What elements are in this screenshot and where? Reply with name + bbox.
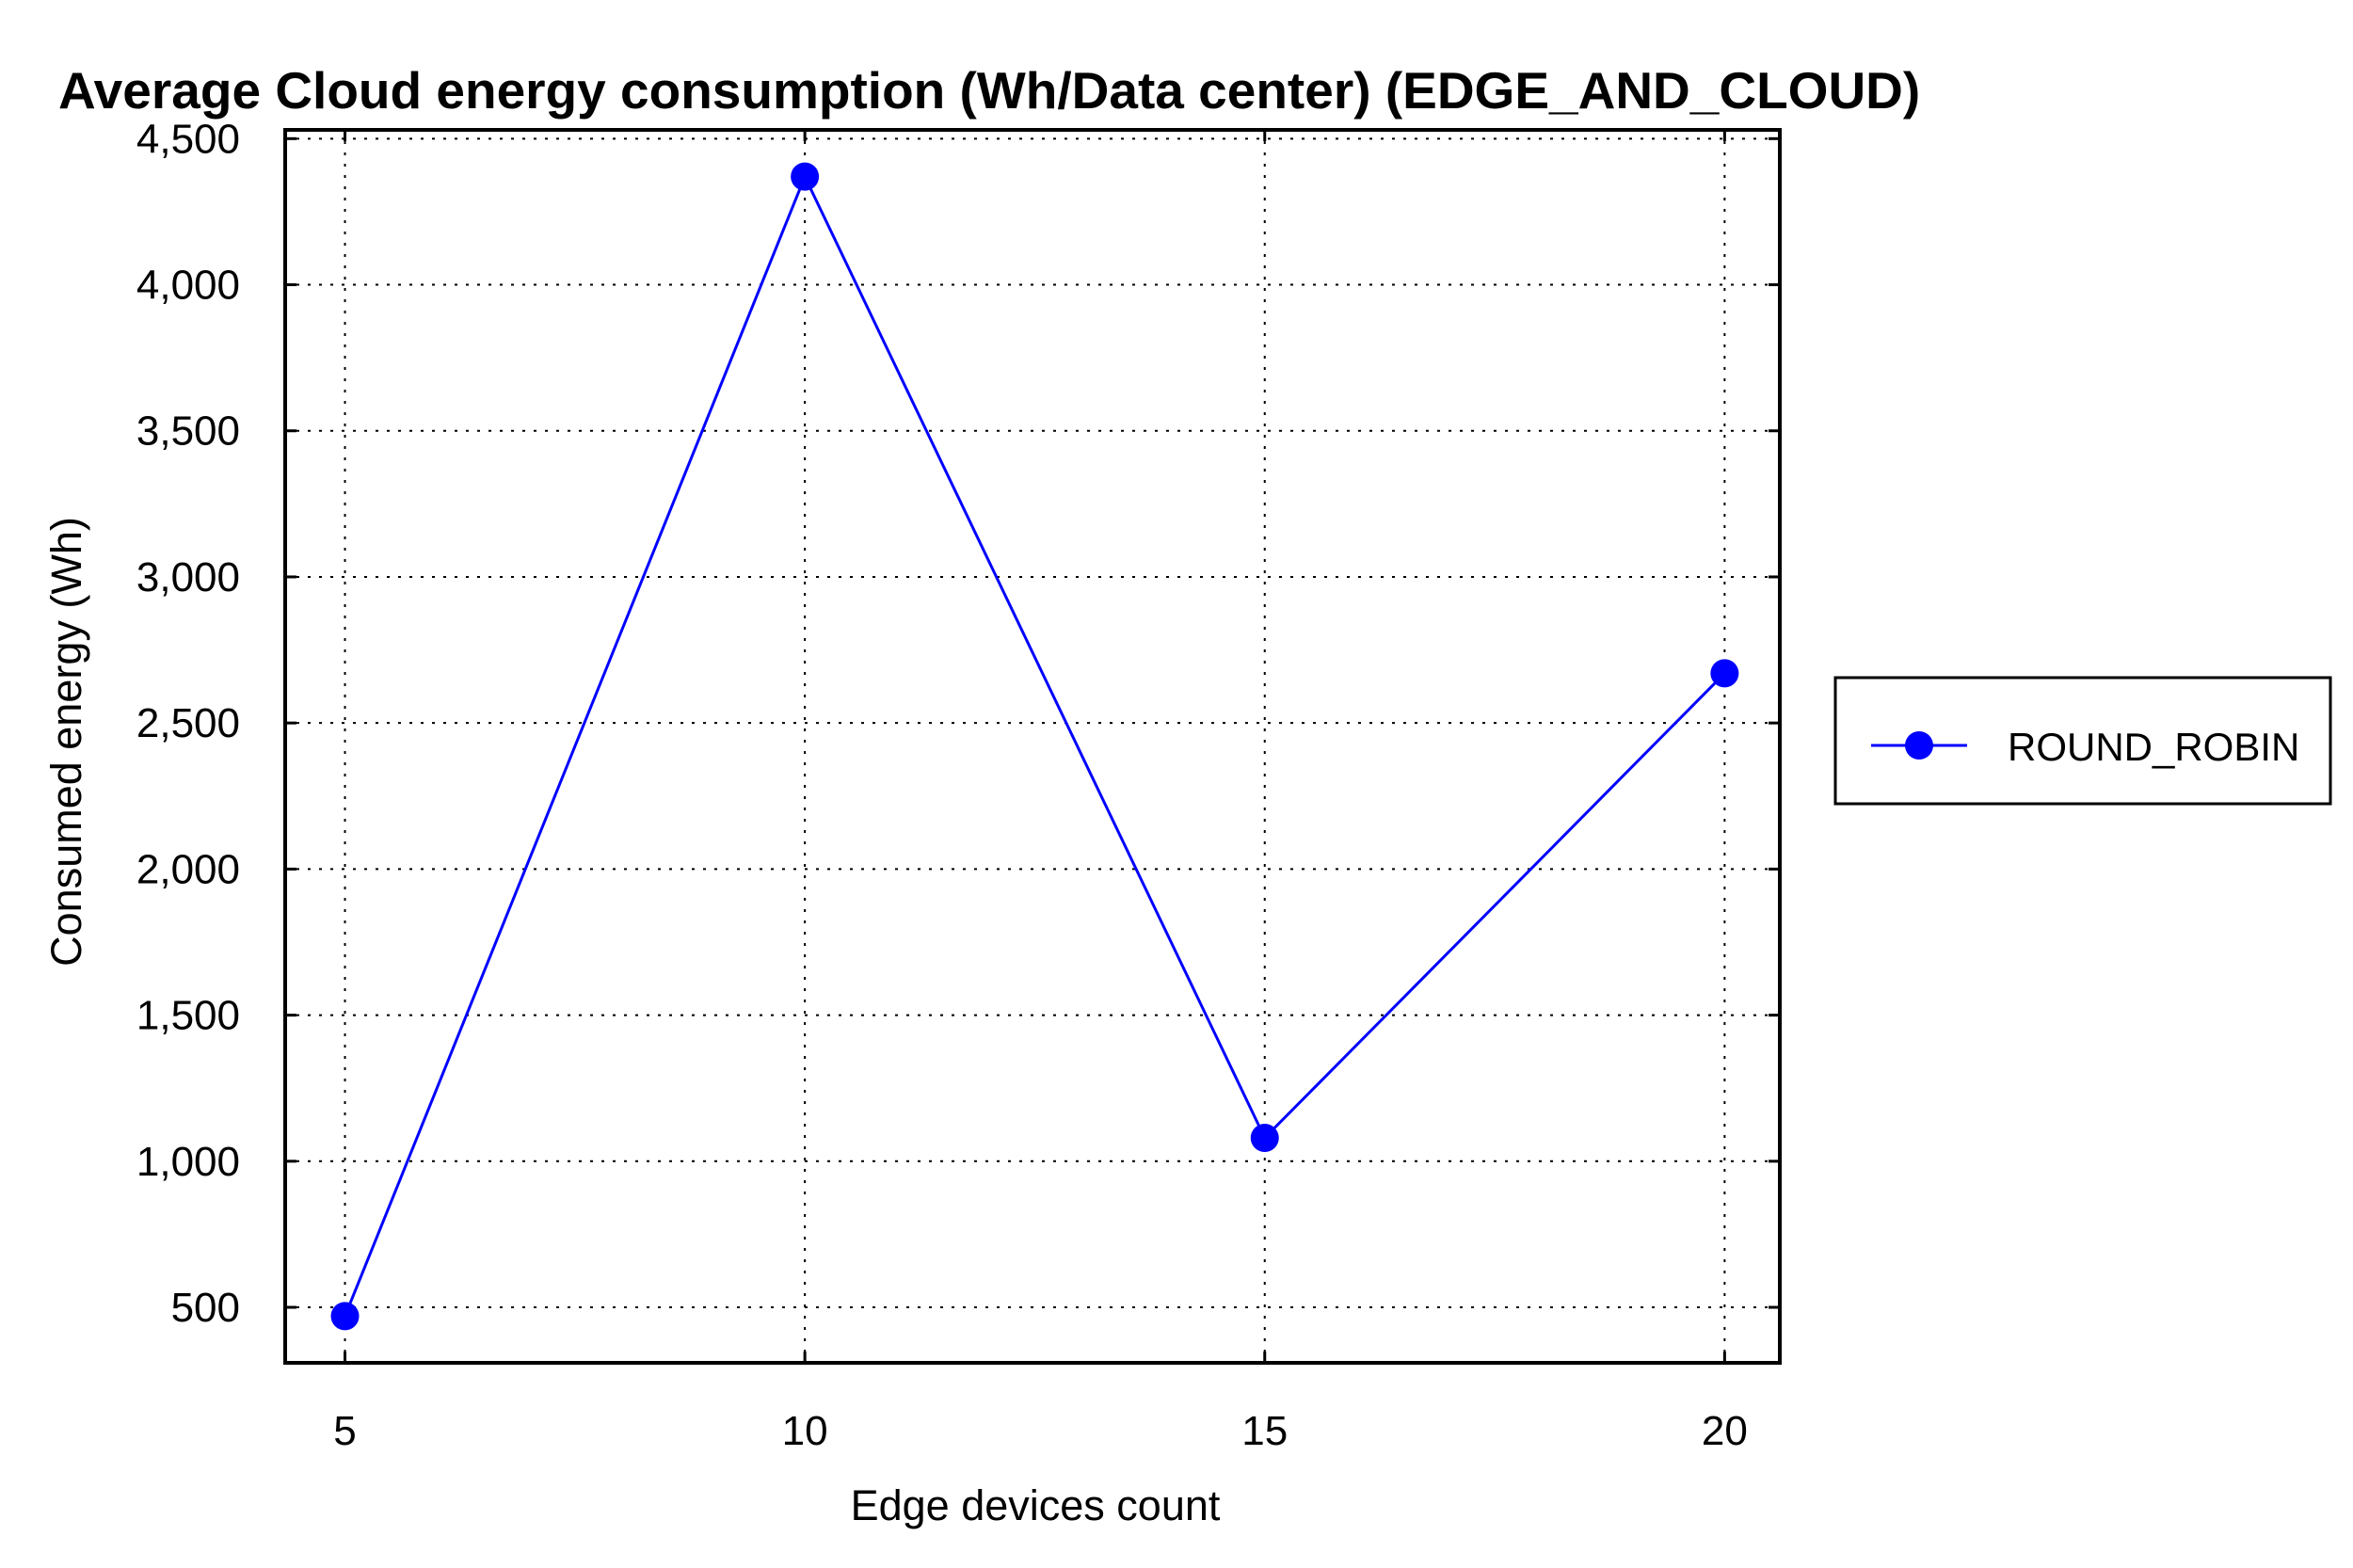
y-tick-label: 1,000 [136, 1139, 240, 1185]
x-axis-label: Edge devices count [851, 1481, 1221, 1529]
data-point [330, 1302, 360, 1331]
y-tick-label: 3,500 [136, 408, 240, 455]
y-tick-label: 4,500 [136, 116, 240, 162]
legend-marker-round-robin [1905, 731, 1933, 760]
data-point [1250, 1123, 1279, 1152]
x-tick-label: 15 [1241, 1408, 1288, 1454]
legend-label-round-robin: ROUND_ROBIN [2008, 725, 2299, 769]
y-axis-label: Consumed energy (Wh) [42, 517, 90, 967]
y-axis-ticks: 500 1,000 1,500 2,000 2,500 3,000 3,500 4,000 4,… [136, 116, 1780, 1331]
y-tick-label: 2,500 [136, 700, 240, 746]
data-point [1710, 659, 1739, 688]
series-layer [330, 162, 1739, 1331]
x-tick-label: 10 [782, 1408, 828, 1454]
x-tick-label: 5 [333, 1408, 356, 1454]
grid [285, 130, 1780, 1363]
series-line-round-robin [344, 172, 1726, 1317]
plot-area-frame [283, 128, 1782, 1365]
y-tick-label: 3,000 [136, 554, 240, 600]
y-tick-label: 1,500 [136, 993, 240, 1039]
x-axis-ticks: 5 10 15 20 [333, 130, 1748, 1454]
x-tick-label: 20 [1702, 1408, 1748, 1454]
data-point [791, 162, 820, 191]
legend: ROUND_ROBIN [1833, 676, 2332, 806]
y-tick-label: 2,000 [136, 846, 240, 892]
y-tick-label: 500 [171, 1285, 240, 1331]
y-tick-label: 4,000 [136, 263, 240, 309]
chart-title: Average Cloud energy consumption (Wh/Dat… [58, 61, 1920, 120]
